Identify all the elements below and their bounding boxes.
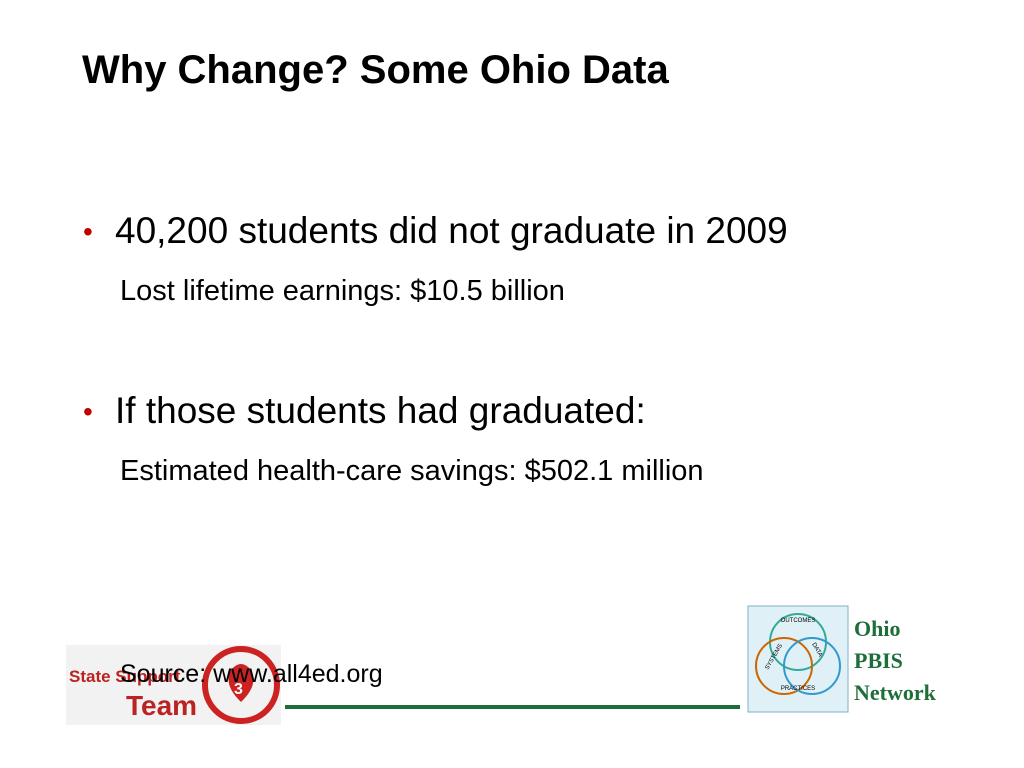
slide-title: Why Change? Some Ohio Data <box>82 48 669 92</box>
sst-line1: State Support <box>69 667 181 686</box>
pbis-name: Ohio <box>854 616 900 641</box>
pbis-name: Network <box>854 680 937 705</box>
bullet: If those students had graduated: <box>83 390 646 432</box>
sst-logo: State Support Team 3 <box>66 645 281 725</box>
circle-label: OUTCOMES <box>781 618 816 624</box>
circle-label: PRACTICES <box>781 686 815 692</box>
bullet-detail: Estimated health-care savings: $502.1 mi… <box>120 455 704 487</box>
sst-number: 3 <box>234 681 243 698</box>
pbis-name: PBIS <box>854 648 903 673</box>
pbis-logo: OUTCOMES SYSTEMS DATA PRACTICES Ohio PBI… <box>747 605 937 713</box>
sst-line2: Team <box>126 690 197 721</box>
bullet-detail: Lost lifetime earnings: $10.5 billion <box>120 275 565 307</box>
source: Source: www.all4ed.org <box>120 660 383 688</box>
rule <box>285 705 740 709</box>
bullet: 40,200 students did not graduate in 2009 <box>83 210 788 252</box>
